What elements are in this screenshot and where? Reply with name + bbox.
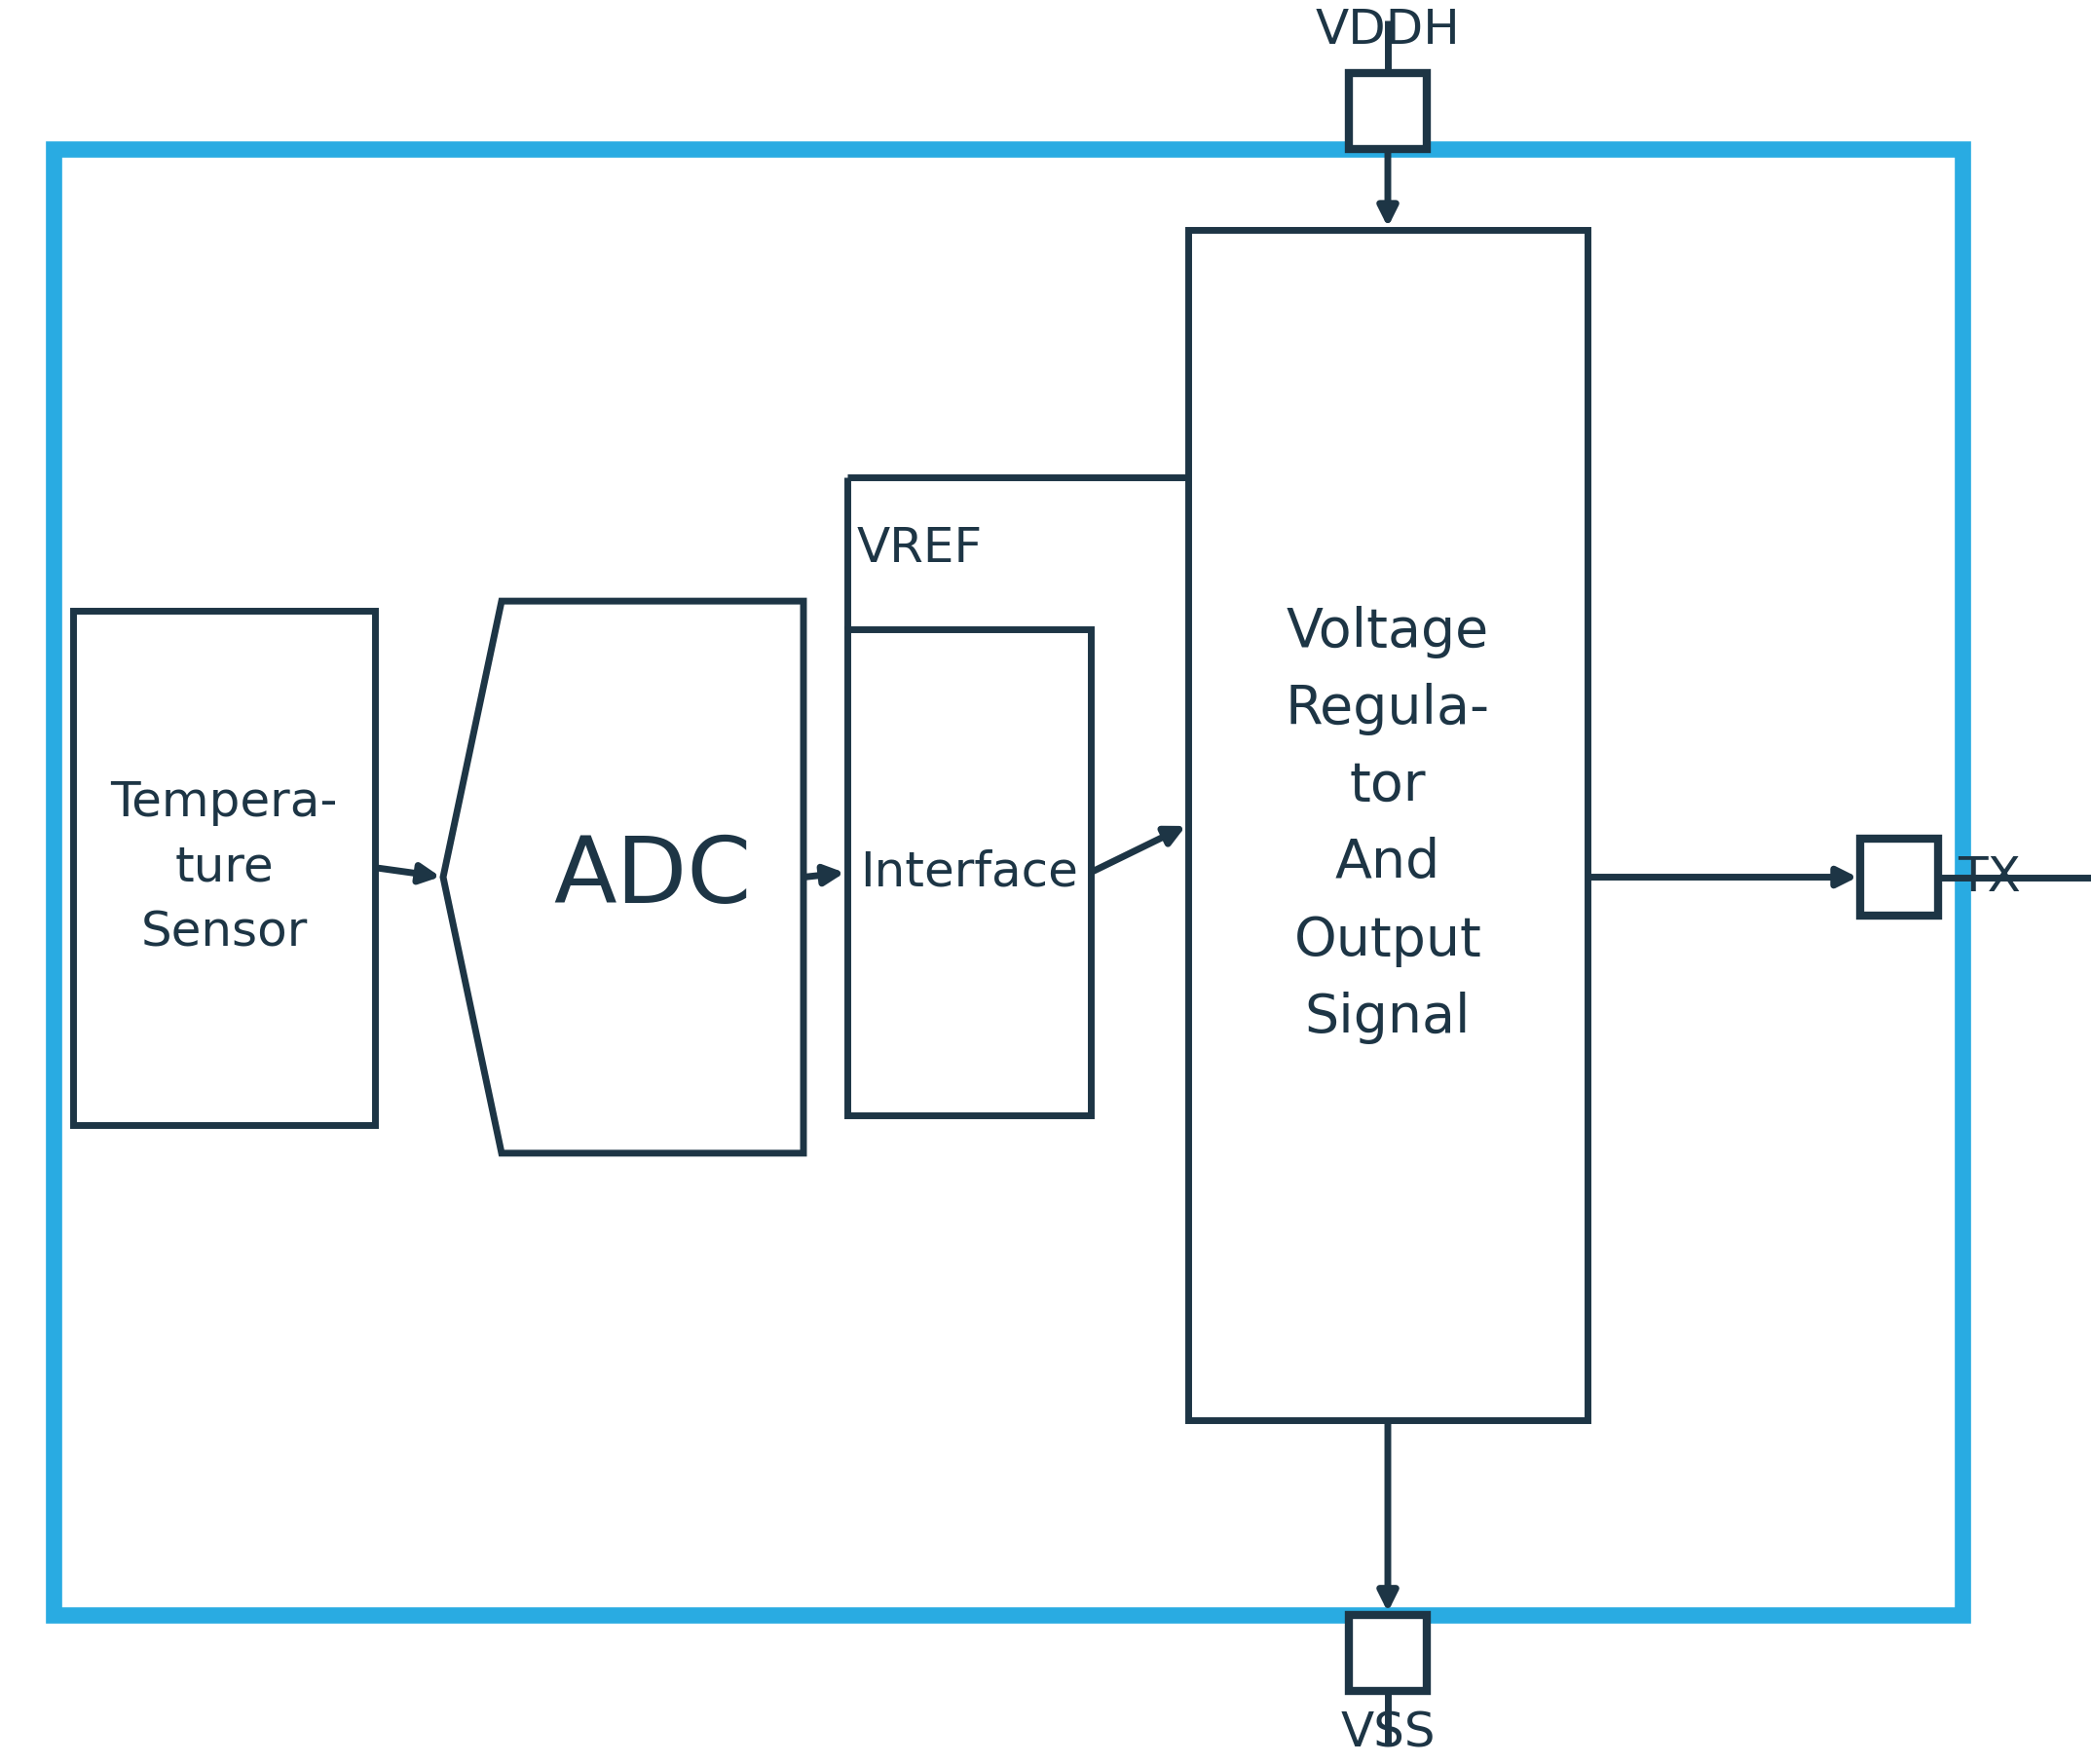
Text: Voltage
Regula-
tor
And
Output
Signal: Voltage Regula- tor And Output Signal	[1286, 605, 1491, 1044]
Bar	[1188, 229, 1587, 1420]
Text: VDDH: VDDH	[1315, 7, 1460, 55]
Polygon shape	[443, 602, 803, 1154]
Bar	[1861, 840, 1938, 916]
Bar	[1349, 1614, 1426, 1692]
Bar	[1349, 72, 1426, 148]
Text: VSS: VSS	[1340, 1709, 1434, 1757]
Bar	[73, 610, 374, 1125]
Text: ADC: ADC	[554, 833, 751, 923]
Bar	[54, 148, 1963, 1614]
Text: TX: TX	[1957, 854, 2020, 900]
Text: Tempera-
ture
Sensor: Tempera- ture Sensor	[111, 780, 339, 956]
Bar	[847, 630, 1092, 1115]
Text: VREF: VREF	[857, 526, 983, 572]
Text: Interface: Interface	[859, 848, 1079, 896]
